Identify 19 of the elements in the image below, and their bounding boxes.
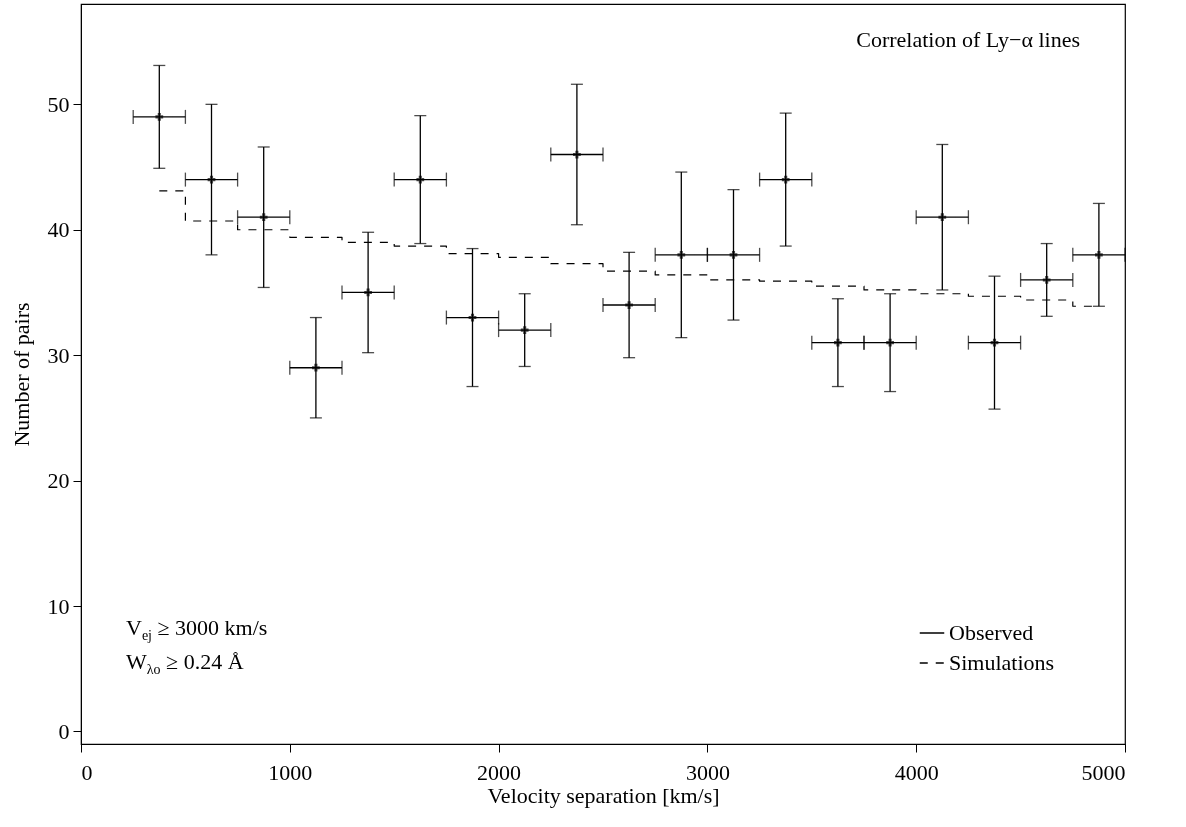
annotation: V$_{ej}$ ≥ 3000 km/s (126, 614, 268, 646)
x-tick-label: 4000 (894, 759, 939, 785)
x-axis-title: Velocity separation [km/s] (487, 782, 720, 808)
x-tick-label: 1000 (268, 759, 313, 785)
y-tick-label: 50 (47, 91, 70, 117)
annotation: W$_{λo}$ ≥ 0.24 Å (126, 648, 244, 680)
y-axis-title: Number of pairs (8, 302, 34, 447)
y-tick-label: 10 (47, 593, 70, 619)
annotation: Correlation of Ly−α lines (856, 26, 1080, 54)
x-tick-label: 2000 (477, 759, 522, 785)
x-tick-label: 0 (81, 759, 93, 785)
y-tick-label: 0 (58, 718, 70, 744)
y-tick-label: 40 (47, 217, 70, 243)
legend-label: Simulations (949, 650, 1055, 675)
y-tick-label: 30 (47, 342, 70, 368)
legend-label: Observed (949, 620, 1034, 645)
x-tick-label: 3000 (685, 759, 730, 785)
y-tick-label: 20 (47, 468, 70, 494)
x-tick-label: 5000 (1081, 759, 1126, 785)
